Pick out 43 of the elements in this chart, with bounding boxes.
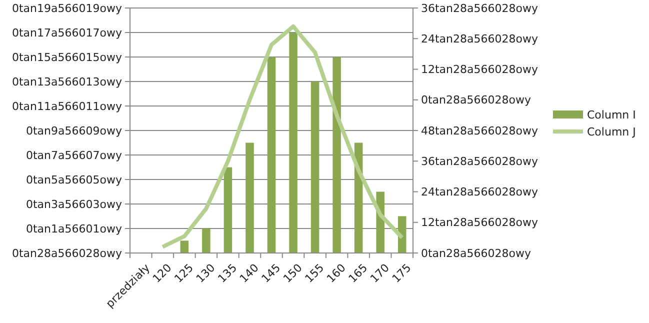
legend-label: Column I xyxy=(587,108,636,122)
text: 0tan3a56603owy xyxy=(26,198,122,211)
text: 0tan9a56609owy xyxy=(26,124,122,138)
text: 36tan28a566028owy xyxy=(421,2,538,15)
text: 0tan1a56601owy xyxy=(26,222,122,236)
bar xyxy=(224,167,232,253)
text: 12tan28a566028owy xyxy=(421,216,538,230)
x-tick-label: 140 xyxy=(237,261,262,286)
x-tick-label: 125 xyxy=(172,261,196,286)
x-tick-label: 170 xyxy=(368,261,392,286)
bar xyxy=(332,56,341,253)
text: 0tan11a566011owy xyxy=(12,100,122,113)
legend-label: Column J xyxy=(587,125,636,138)
text: 0tan17a566017owy xyxy=(12,26,122,40)
bar xyxy=(310,81,320,253)
text: 36tan28a566028owy xyxy=(421,154,538,168)
x-tick-label: 160 xyxy=(324,261,348,286)
bar xyxy=(398,216,406,253)
text: 0tan28a566028owy xyxy=(421,94,532,107)
bar xyxy=(202,228,210,253)
x-tick-label: 120 xyxy=(150,261,174,286)
x-tick-label: 150 xyxy=(280,261,305,286)
text: 12tan28a566028owy xyxy=(421,63,538,76)
text: 0tan28a566028owy xyxy=(12,246,122,260)
text: 0tan15a566015owy xyxy=(12,50,122,64)
text: 24tan28a566028owy xyxy=(421,32,538,46)
x-tick-label: 130 xyxy=(194,261,218,286)
text: 0tan19a566019owy xyxy=(12,2,122,15)
text: 24tan28a566028owy xyxy=(421,186,538,199)
x-tick-label: 155 xyxy=(302,261,327,286)
bar xyxy=(180,240,189,253)
x-tick-label: 165 xyxy=(346,261,370,286)
bar xyxy=(267,56,276,253)
text: 0tan28a566028owy xyxy=(421,246,532,260)
bar xyxy=(289,32,298,253)
x-tick-label: 145 xyxy=(259,261,284,286)
x-tick-label: 135 xyxy=(215,261,240,286)
text: 0tan5a56605owy xyxy=(26,173,122,186)
text: 0tan13a566013owy xyxy=(12,75,122,88)
x-tick-label: 175 xyxy=(390,261,414,286)
bar xyxy=(246,142,254,253)
text: 48tan28a566028owy xyxy=(421,124,538,138)
text: 0tan7a56607owy xyxy=(26,148,122,162)
